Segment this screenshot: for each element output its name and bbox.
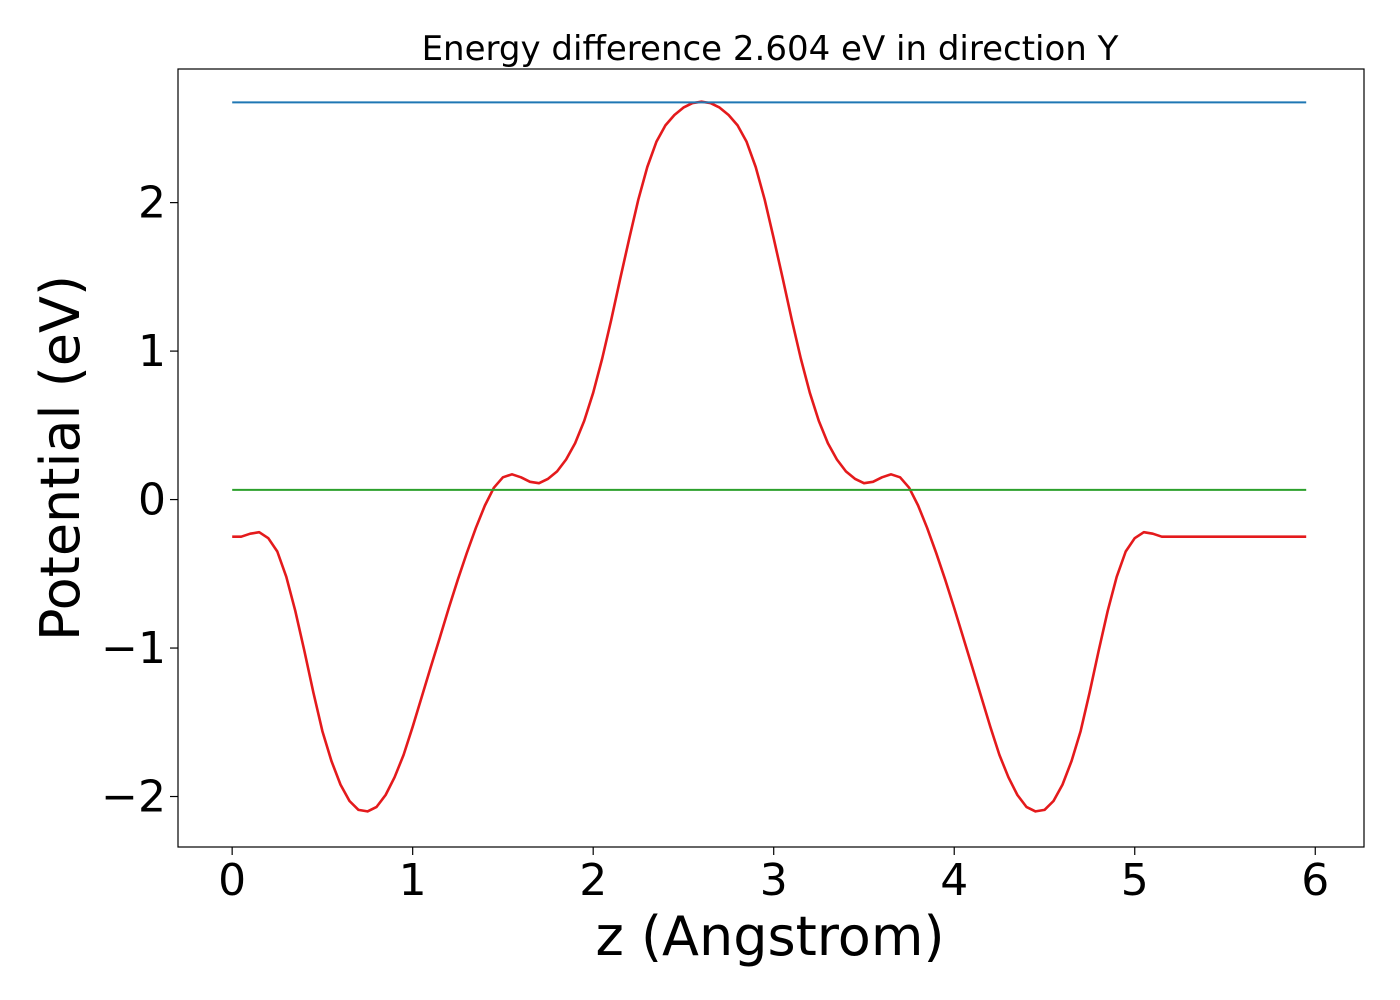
x-tick-label: 5 <box>1121 855 1149 906</box>
y-tick-label: −1 <box>101 623 166 674</box>
y-tick-label: 2 <box>138 178 166 229</box>
y-axis-label: Potential (eV) <box>29 275 92 641</box>
series-layer <box>232 100 1307 813</box>
x-tick-label: 6 <box>1301 855 1329 906</box>
x-tick-label: 0 <box>218 855 246 906</box>
y-tick-label: −2 <box>101 772 166 823</box>
chart-title: Energy difference 2.604 eV in direction … <box>422 29 1119 69</box>
y-tick-label: 1 <box>138 326 166 377</box>
x-axis-ticks: 0 1 2 3 4 5 6 <box>218 847 1329 906</box>
y-tick-label: 0 <box>138 475 166 526</box>
y-axis-ticks: −2 −1 0 1 2 <box>101 178 178 823</box>
x-tick-label: 1 <box>399 855 427 906</box>
x-tick-label: 4 <box>940 855 968 906</box>
plot-area-frame <box>177 68 1365 848</box>
potential-curve <box>232 100 1307 813</box>
x-tick-label: 3 <box>760 855 788 906</box>
x-axis-label: z (Angstrom) <box>595 905 944 968</box>
x-tick-label: 2 <box>579 855 607 906</box>
